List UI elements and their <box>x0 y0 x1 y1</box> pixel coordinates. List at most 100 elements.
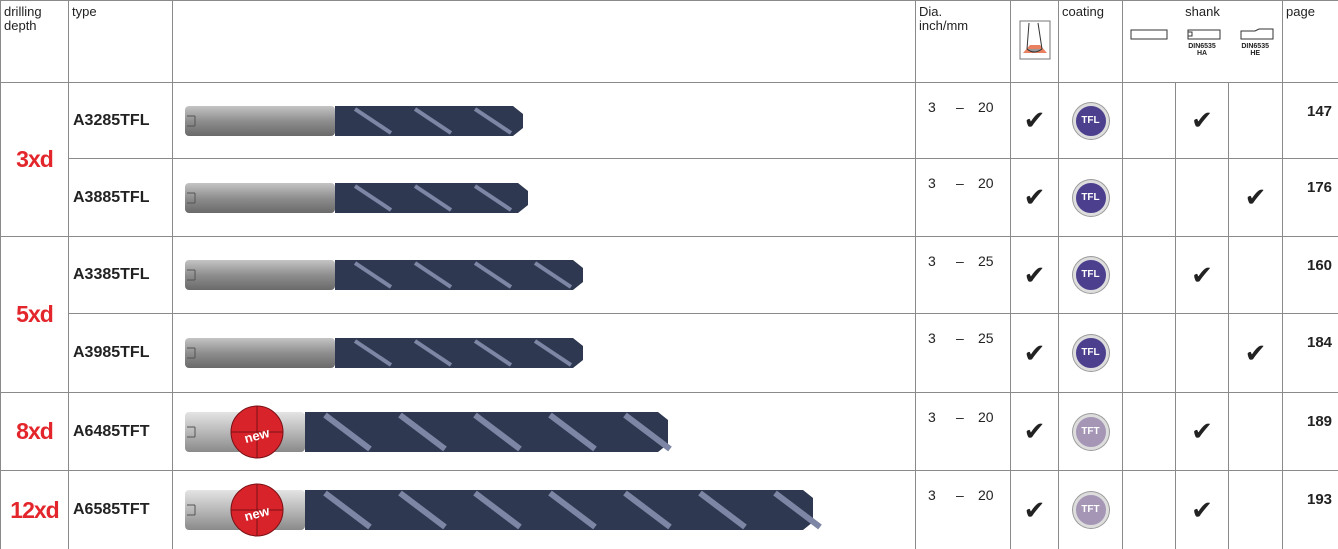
row: 12xd A6585TFT new 3 –20 ✔ TFT ✔ 193 <box>0 470 1338 549</box>
shank-ha: ✔ <box>1175 392 1229 471</box>
drill <box>185 105 523 136</box>
flute-highlight <box>473 261 513 289</box>
page: 193 <box>1282 470 1338 549</box>
drill-image <box>172 236 916 314</box>
badge-text: new <box>243 503 272 524</box>
dia-from: 3 <box>928 253 936 269</box>
flute-highlight <box>353 106 393 135</box>
flute-highlight <box>623 412 672 451</box>
type: A3385TFL <box>68 236 173 314</box>
shank <box>185 260 335 290</box>
dia-to: 20 <box>978 409 994 425</box>
coating: TFT <box>1058 470 1123 549</box>
shank-icon <box>1130 29 1168 40</box>
shank-plain <box>1123 27 1176 57</box>
drill-image <box>172 313 916 393</box>
dia-to: 20 <box>978 175 994 191</box>
dia-sep: – <box>956 330 964 346</box>
flute-highlight <box>533 261 573 289</box>
flute-highlight <box>353 339 393 367</box>
dia-sep: – <box>956 409 964 425</box>
shank-ha <box>1175 313 1229 393</box>
shank-he: ✔ <box>1227 158 1284 237</box>
shank-ha: ✔ <box>1175 470 1229 549</box>
badge-cross <box>231 484 283 536</box>
shank-he <box>1227 236 1284 314</box>
shank-ha: ✔ <box>1175 82 1229 159</box>
tool-check: ✔ <box>1010 82 1059 159</box>
drill: new <box>185 405 672 458</box>
drill <box>185 338 583 368</box>
shank-he: ✔ <box>1227 313 1284 393</box>
flute-highlight <box>548 490 597 530</box>
shank-he <box>1227 392 1284 471</box>
shank-plain <box>1122 236 1176 314</box>
flute <box>335 338 583 368</box>
text: inch/mm <box>919 18 969 33</box>
shank-plain <box>1122 313 1176 393</box>
header-tool-icon <box>1010 0 1059 83</box>
flute-highlight <box>398 490 447 530</box>
coating-badge: TFL <box>1072 257 1109 293</box>
dia-from: 3 <box>928 487 936 503</box>
text: HA <box>1196 50 1208 57</box>
depth: 3xd <box>0 82 69 237</box>
flute-highlight <box>353 183 393 212</box>
coating: TFL <box>1058 236 1123 314</box>
dia: 3 –20 <box>915 392 1011 471</box>
drill-image: new <box>172 470 916 549</box>
flute-highlight <box>323 412 372 451</box>
flute-highlight <box>413 261 453 289</box>
shank <box>185 105 335 136</box>
dia: 3 –25 <box>915 236 1011 314</box>
header-type: type <box>68 0 173 83</box>
flute-highlight <box>473 339 513 367</box>
header-image <box>172 0 916 83</box>
badge-text: new <box>243 424 272 445</box>
text: Dia. <box>919 4 943 19</box>
dia-from: 3 <box>928 175 936 191</box>
text: DIN6535 <box>1241 43 1269 50</box>
drill-image <box>172 158 916 237</box>
page: 176 <box>1282 158 1338 237</box>
hole-icon <box>1019 20 1050 60</box>
shank-icon <box>1240 28 1274 40</box>
shank <box>185 338 335 368</box>
shank-notch <box>187 115 196 126</box>
depth: 8xd <box>0 392 69 471</box>
page: 189 <box>1282 392 1338 471</box>
drill <box>185 260 583 290</box>
header-coating: coating <box>1058 0 1123 83</box>
flute-highlight <box>413 183 453 212</box>
dia: 3 –25 <box>915 313 1011 393</box>
dia-to: 25 <box>978 330 994 346</box>
badge-cross <box>231 405 283 458</box>
type: A3885TFL <box>68 158 173 237</box>
shank-icon <box>1187 29 1221 40</box>
tool-check: ✔ <box>1010 392 1059 471</box>
depth: 5xd <box>0 236 69 393</box>
coating-badge: TFL <box>1072 102 1109 139</box>
flute-highlight <box>413 339 453 367</box>
flute-highlight <box>473 412 522 451</box>
header-shank: shank DIN6535 HA DIN6535 HE <box>1121 0 1284 83</box>
shank <box>185 182 335 213</box>
shank-notch <box>187 192 196 203</box>
flute-highlight <box>398 412 447 451</box>
flute-highlight <box>548 412 597 451</box>
dia: 3 –20 <box>915 158 1011 237</box>
dia: 3 –20 <box>915 470 1011 549</box>
shank-icons: DIN6535 HA DIN6535 HE <box>1123 27 1282 57</box>
flute-highlight <box>473 183 513 212</box>
row: A3885TFL 3–20 ✔ TFL ✔ 176 <box>1 158 1338 237</box>
row: 8xd A6485TFT new 3 –20 ✔ TFT ✔ 189 <box>0 392 1338 471</box>
shank-ha <box>1175 158 1229 237</box>
header-row: drilling depth type Dia. inch/mm coating … <box>0 0 1338 83</box>
shank-ha: ✔ <box>1175 236 1229 314</box>
row: A3985TFL 3–25 ✔ TFL ✔ 184 <box>1 313 1338 393</box>
type: A3985TFL <box>68 313 173 393</box>
tool-check: ✔ <box>1010 470 1059 549</box>
dia-sep: – <box>956 99 964 115</box>
page: 184 <box>1282 313 1338 393</box>
